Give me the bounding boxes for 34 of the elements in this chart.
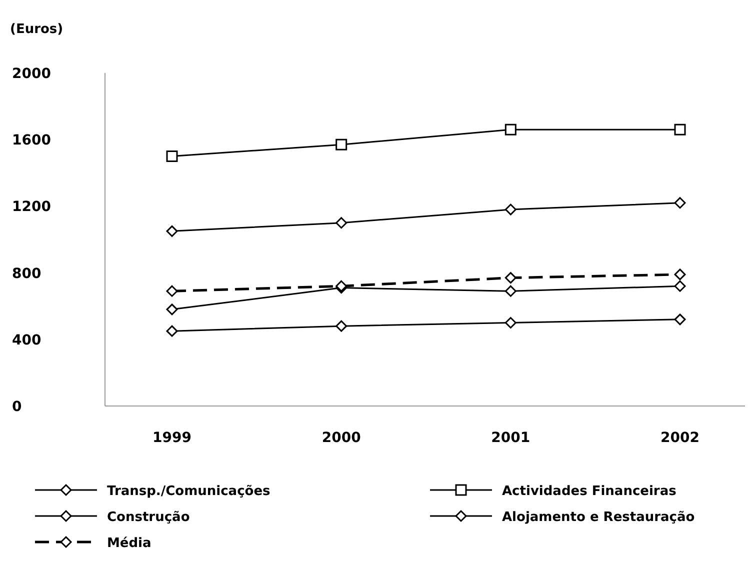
- x-tick-label: 2002: [660, 430, 700, 446]
- y-tick-label: 400: [12, 332, 42, 348]
- x-tick-label: 2000: [322, 430, 362, 446]
- point: [166, 285, 178, 297]
- y-tick-label: 0: [12, 399, 22, 415]
- point: [504, 124, 516, 136]
- point: [674, 197, 686, 209]
- y-tick-label: 2000: [12, 66, 52, 82]
- legend-label: Actividades Financeiras: [502, 484, 677, 499]
- point: [504, 272, 516, 284]
- point: [674, 280, 686, 292]
- x-tick-label: 1999: [152, 430, 192, 446]
- point: [336, 320, 348, 332]
- point: [166, 304, 178, 316]
- point: [674, 124, 686, 136]
- point: [336, 138, 348, 150]
- point: [166, 225, 178, 237]
- y-tick-label: 1200: [12, 199, 52, 216]
- x-tick-label: 2001: [491, 430, 530, 446]
- point: [504, 285, 516, 297]
- legend-label: Transp./Comunicações: [107, 484, 271, 499]
- legend-label: Alojamento e Restauração: [502, 510, 695, 525]
- point: [336, 217, 348, 229]
- y-tick-label: 1600: [12, 132, 52, 149]
- point: [674, 314, 686, 326]
- point: [504, 204, 516, 216]
- point: [504, 317, 516, 328]
- legend-label: Média: [107, 536, 152, 551]
- y-tick-label: 800: [12, 266, 42, 282]
- point: [674, 268, 686, 280]
- legend-label: Construção: [107, 510, 190, 525]
- y-axis-title: (Euros): [10, 22, 64, 37]
- point: [166, 150, 178, 162]
- point: [166, 325, 178, 337]
